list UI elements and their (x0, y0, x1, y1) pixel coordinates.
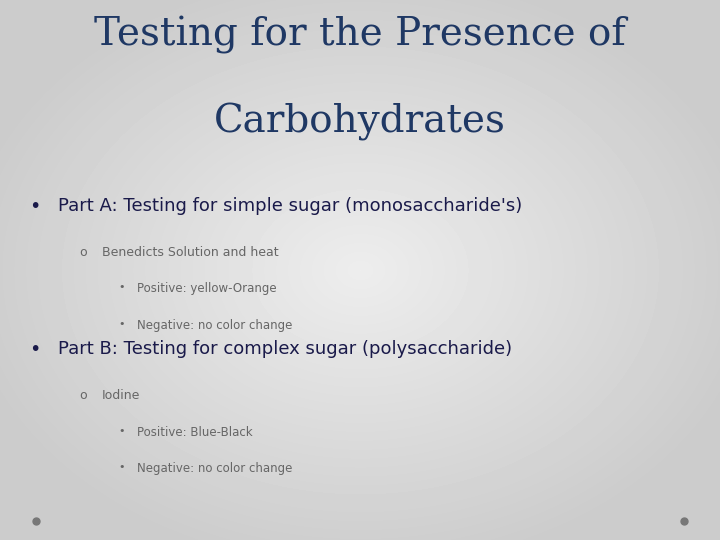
Text: •: • (119, 462, 125, 472)
Text: Negative: no color change: Negative: no color change (137, 462, 292, 475)
Text: o: o (79, 246, 87, 259)
Text: •: • (29, 340, 40, 359)
Text: •: • (119, 282, 125, 293)
Text: •: • (119, 319, 125, 329)
Text: •: • (29, 197, 40, 216)
Text: Positive: yellow-Orange: Positive: yellow-Orange (137, 282, 276, 295)
Text: Positive: Blue-Black: Positive: Blue-Black (137, 426, 253, 438)
Text: Testing for the Presence of: Testing for the Presence of (94, 16, 626, 54)
Text: Part B: Testing for complex sugar (polysaccharide): Part B: Testing for complex sugar (polys… (58, 340, 512, 358)
Text: Iodine: Iodine (102, 389, 140, 402)
Text: Negative: no color change: Negative: no color change (137, 319, 292, 332)
Text: Part A: Testing for simple sugar (monosaccharide's): Part A: Testing for simple sugar (monosa… (58, 197, 522, 215)
Text: •: • (119, 426, 125, 436)
Text: Benedicts Solution and heat: Benedicts Solution and heat (102, 246, 279, 259)
Text: o: o (79, 389, 87, 402)
Text: Carbohydrates: Carbohydrates (214, 103, 506, 140)
